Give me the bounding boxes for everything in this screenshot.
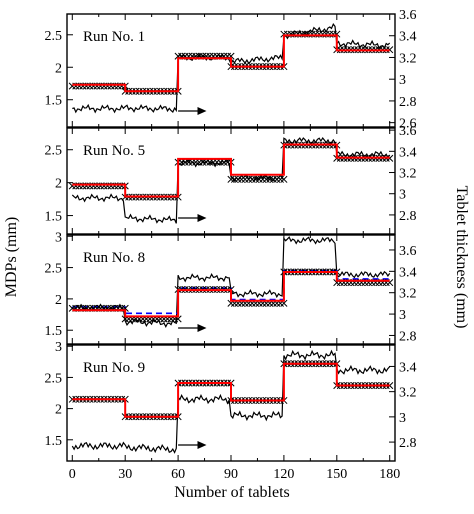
cross-marker: [178, 158, 186, 166]
cross-marker: [245, 175, 253, 183]
right-y-tick-label: 2.8: [399, 95, 417, 110]
cross-marker: [209, 158, 217, 166]
cross-marker: [262, 175, 270, 183]
right-y-tick-label: 3.4: [399, 360, 417, 375]
right-y-tick-label: 2.8: [399, 436, 417, 451]
right-y-tick-label: 3.2: [399, 167, 417, 182]
right-y-tick-label: 3.2: [399, 287, 417, 302]
arrow-head: [197, 441, 207, 449]
cross-marker: [252, 175, 260, 183]
x-tick-label: 90: [224, 467, 238, 482]
cross-marker: [386, 381, 394, 390]
red-step-line: [72, 34, 390, 93]
right-y-tick-label: 3.6: [399, 8, 417, 23]
cross-marker: [273, 175, 281, 183]
left-y-tick-label: 1.5: [45, 434, 63, 449]
right-y-tick-label: 2.8: [399, 329, 417, 344]
panel-3: 1.5 2 2.5 3 2.8 3 3.2 3.4 3.6 Run No. 8: [45, 230, 417, 345]
x-tick-label: 120: [273, 467, 294, 482]
cross-marker: [234, 175, 242, 183]
right-y-tick-label: 2.8: [399, 209, 417, 224]
red-step-line: [72, 143, 390, 198]
cross-marker: [188, 158, 196, 166]
cross-marker: [276, 175, 284, 183]
red-step-line: [72, 271, 390, 318]
panels-group: 1.5 2 2.5 2.6 2.8 3 3.2 3.4 3.6 Run No. 1 1.5 2 2.5 2…: [45, 8, 417, 482]
cross-marker: [199, 158, 207, 166]
cross-marker: [216, 158, 224, 166]
cross-marker: [68, 395, 76, 403]
cross-marker: [241, 175, 249, 183]
cross-marker: [220, 158, 228, 166]
left-y-tick-label: 2.5: [45, 29, 63, 44]
left-y-tick-label: 2: [55, 293, 62, 308]
right-y-tick-label: 3: [399, 188, 406, 203]
left-y-tick-label: 2.5: [45, 371, 63, 386]
right-y-tick-label: 3.2: [399, 386, 417, 401]
left-y-tick-label: 2: [55, 61, 62, 76]
panel-4: 1.5 2 2.5 3 2.8 3 3.2 3.4 Run No. 9 0 30 60 90 120 150…: [45, 340, 417, 482]
cross-marker: [223, 158, 232, 166]
cross-marker: [181, 158, 189, 166]
cross-marker: [195, 158, 203, 166]
cross-marker: [213, 158, 221, 166]
cross-marker: [192, 158, 200, 166]
left-y-axis-title: MDPs (mm): [3, 217, 20, 297]
left-y-tick-label: 3: [55, 230, 62, 245]
cross-marker: [259, 175, 267, 183]
right-y-tick-label: 3.6: [399, 244, 417, 259]
right-y-tick-label: 3.4: [399, 265, 417, 280]
left-y-tick-label: 3: [55, 340, 62, 355]
left-y-tick-label: 2.5: [45, 144, 63, 159]
cross-marker: [227, 175, 235, 183]
cross-marker: [202, 158, 210, 166]
left-y-tick-label: 2: [55, 403, 62, 418]
left-y-tick-label: 2.5: [45, 262, 63, 277]
left-y-tick-label: 2: [55, 177, 62, 192]
right-y-tick-label: 3.4: [399, 145, 417, 160]
right-y-tick-label: 3.6: [399, 124, 417, 139]
arrow-head: [197, 324, 207, 332]
cross-marker: [266, 175, 274, 183]
cross-marker: [386, 154, 394, 162]
x-tick-label: 60: [171, 467, 185, 482]
right-y-tick-label: 3: [399, 73, 406, 88]
right-y-tick-label: 3: [399, 411, 406, 426]
x-tick-label: 180: [379, 467, 400, 482]
panel-1: 1.5 2 2.5 2.6 2.8 3 3.2 3.4 3.6 Run No. 1: [45, 8, 417, 132]
arrow-head: [197, 107, 207, 115]
cross-marker: [386, 46, 394, 54]
x-tick-label: 150: [326, 467, 347, 482]
left-y-tick-label: 1.5: [45, 324, 63, 339]
arrow-head: [197, 214, 207, 222]
cross-marker: [255, 175, 263, 183]
x-tick-label: 30: [118, 467, 132, 482]
red-step-line: [72, 362, 390, 418]
panel-2: 1.5 2 2.5 2.8 3 3.2 3.4 3.6 Run No. 5: [45, 124, 417, 235]
run-label: Run No. 1: [83, 29, 145, 45]
right-y-axis-title: Tablet thickness (mm): [453, 186, 470, 329]
right-y-tick-label: 3.4: [399, 30, 417, 45]
left-y-tick-label: 1.5: [45, 210, 63, 225]
run-label: Run No. 5: [83, 143, 145, 159]
cross-marker: [248, 175, 256, 183]
right-y-tick-label: 2.6: [399, 117, 417, 132]
cross-marker: [185, 158, 193, 166]
cross-marker: [280, 175, 288, 183]
x-tick-label: 0: [69, 467, 76, 482]
cross-marker: [206, 158, 214, 166]
right-y-tick-label: 3: [399, 308, 406, 323]
cross-marker: [269, 175, 277, 183]
run-label: Run No. 9: [83, 360, 145, 376]
left-y-tick-label: 1.5: [45, 94, 63, 109]
right-y-tick-label: 3.2: [399, 51, 417, 66]
cross-marker: [230, 175, 239, 183]
run-label: Run No. 8: [83, 250, 145, 266]
cross-marker: [238, 175, 246, 183]
x-axis-title: Number of tablets: [174, 484, 290, 501]
